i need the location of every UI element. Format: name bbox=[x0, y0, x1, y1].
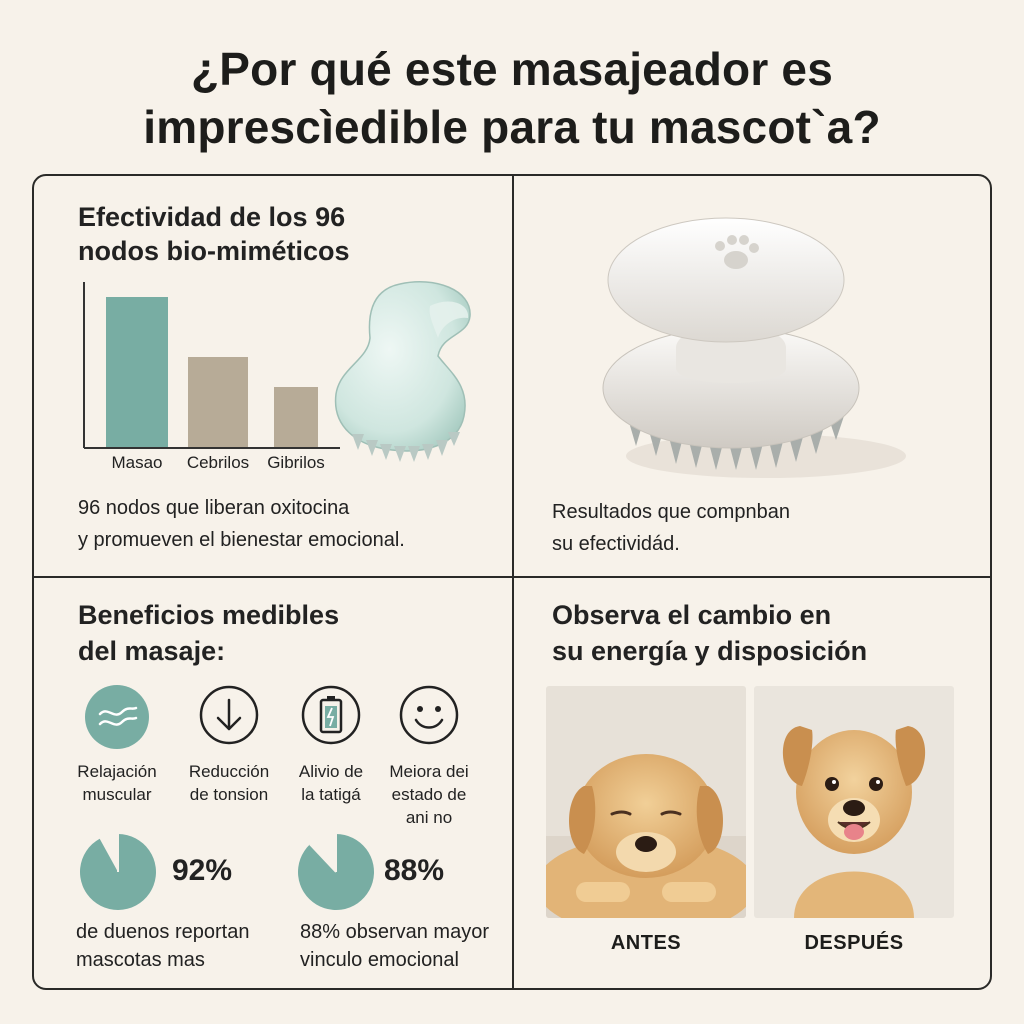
panel3-heading-line-1: Beneficios medibles bbox=[78, 600, 340, 630]
before-dog-photo bbox=[546, 686, 746, 918]
title-line-1: ¿Por qué este masajeador es bbox=[190, 43, 833, 95]
page-title: ¿Por qué este masajeador es imprescìedib… bbox=[0, 40, 1024, 156]
panel1-body-line-1: 96 nodos que liberan oxitocina bbox=[78, 497, 350, 519]
benefit-label-tension: Reducción de tonsion bbox=[174, 760, 284, 806]
grid-divider-horizontal bbox=[34, 576, 990, 578]
effectiveness-bar-chart: Masao Cebrilos Gibrilos bbox=[83, 282, 340, 470]
after-dog-photo bbox=[754, 686, 954, 918]
stat-pie-1 bbox=[79, 834, 156, 910]
benefit-label-relaxation: Relajación muscular bbox=[62, 760, 172, 806]
benefit-label-line: Alivio de bbox=[298, 762, 364, 781]
info-grid: Efectividad de los 96 nodos bio-mimético… bbox=[32, 174, 992, 990]
stat-text-1-line-1: de duenos reportan bbox=[76, 921, 250, 943]
stat-percent-1: 92% bbox=[172, 854, 233, 887]
benefit-label-line: Relajación bbox=[77, 762, 157, 781]
after-label: DESPUÉS bbox=[804, 932, 904, 954]
mint-massager-image bbox=[334, 281, 471, 462]
battery-icon bbox=[301, 685, 361, 745]
bar-label-2: Cebrilos bbox=[187, 453, 249, 470]
panel3-heading-line-2: del masaje: bbox=[78, 636, 226, 666]
benefit-label-line: muscular bbox=[82, 785, 152, 804]
benefit-label-line: Reducción bbox=[188, 762, 270, 781]
title-line-2: imprescìedible para tu mascot`a? bbox=[143, 101, 881, 153]
benefit-label-line: de tonsion bbox=[189, 785, 269, 804]
panel1-heading-line-1: Efectividad de los 96 bbox=[78, 202, 346, 232]
bar-1 bbox=[106, 297, 168, 447]
before-label: ANTES bbox=[610, 932, 682, 954]
panel4-heading-line-2: su energía y disposición bbox=[552, 636, 868, 666]
panel4-heading-line-1: Observa el cambio en bbox=[552, 600, 832, 630]
panel2-body-line-1: Resultados que compnban bbox=[552, 501, 790, 523]
benefit-label-mood: Meiora dei estado de ani no bbox=[374, 760, 484, 829]
benefit-label-line: la tatigá bbox=[301, 785, 361, 804]
stat-text-1-line-2: mascotas mas bbox=[76, 949, 205, 971]
white-massager-image bbox=[602, 217, 906, 478]
panel1-heading-line-2: nodos bio-miméticos bbox=[78, 236, 350, 266]
stat-percent-2: 88% bbox=[384, 854, 445, 887]
wave-icon bbox=[85, 685, 149, 749]
arrow-down-icon bbox=[199, 685, 259, 745]
benefit-label-line: estado de bbox=[391, 785, 467, 804]
smiley-icon bbox=[399, 685, 459, 745]
benefit-label-fatigue: Alivio de la tatigá bbox=[276, 760, 386, 806]
bar-label-1: Masao bbox=[111, 453, 162, 470]
bar-label-3: Gibrilos bbox=[267, 453, 325, 470]
bar-3 bbox=[274, 387, 318, 447]
benefit-label-line: ani no bbox=[405, 808, 453, 827]
grid-divider-vertical bbox=[512, 176, 514, 988]
bar-2 bbox=[188, 357, 248, 447]
benefit-label-line: Meiora dei bbox=[389, 762, 469, 781]
panel2-body-line-2: su efectividád. bbox=[552, 533, 680, 555]
paw-print-icon bbox=[715, 235, 759, 269]
stat-pie-2 bbox=[298, 834, 375, 910]
stat-text-2-line-1: 88% observan mayor bbox=[300, 921, 489, 943]
panel1-body-line-2: y promueven el bienestar emocional. bbox=[78, 529, 405, 551]
stat-text-2-line-2: vinculo emocional bbox=[300, 949, 459, 971]
